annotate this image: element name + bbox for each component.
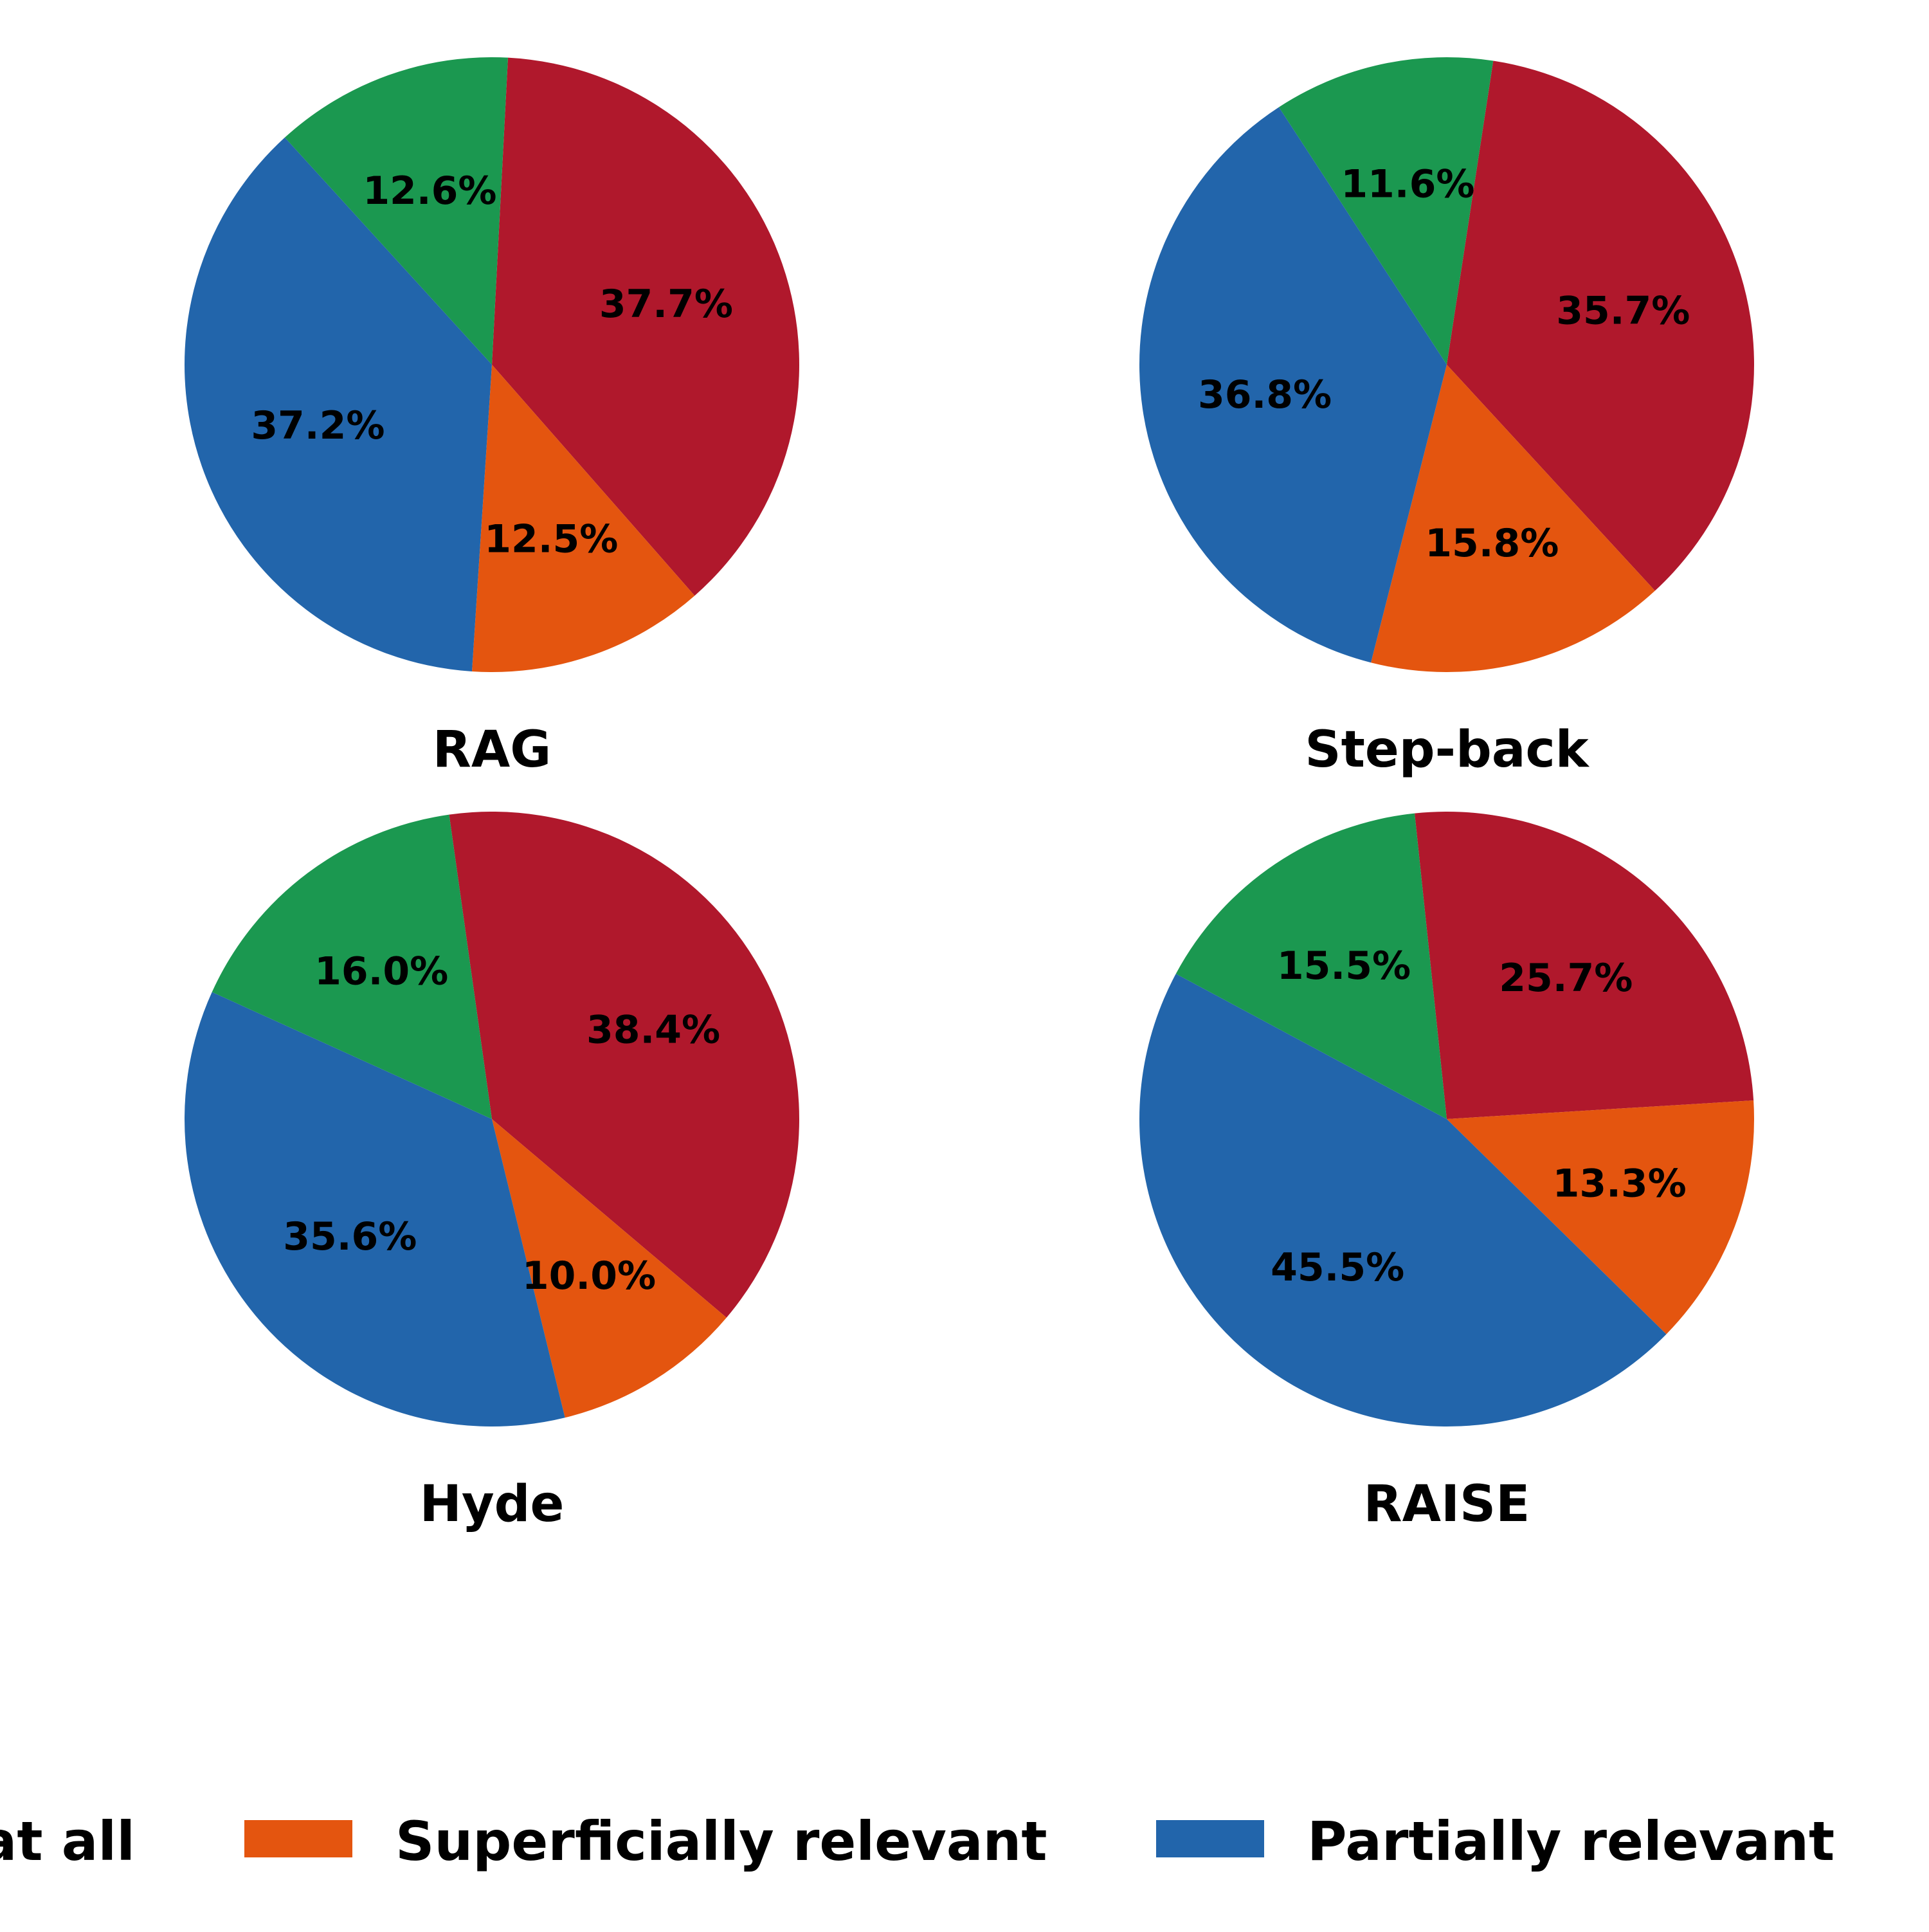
pie-slice-raise-2 [1139,974,1667,1427]
pie-slice-label-raise-0: 25.7% [1499,956,1633,1001]
pie-chart-hyde: 38.4% 10.0% 35.6% 16.0% Hyde [184,811,799,1533]
pie-chart-rag: 37.7% 12.5% 37.2% 12.6% RAG [184,57,799,779]
pie-slice-label-step-back-0: 35.7% [1556,288,1690,333]
pie-slice-hyde-3 [212,814,492,1119]
pie-slice-label-hyde-0: 38.4% [586,1008,720,1053]
legend-label-partially-relevant: Partially relevant [1307,1810,1834,1873]
pie-slice-rag-1 [471,365,695,672]
pie-slice-raise-3 [1175,813,1447,1119]
legend-swatch-superficially-relevant [244,1820,352,1857]
pie-slice-label-hyde-2: 35.6% [283,1214,417,1259]
pie-slice-step-back-1 [1371,365,1655,672]
pie-slice-label-rag-3: 12.6% [363,169,496,214]
pie-title-rag: RAG [433,721,551,779]
pie-slice-rag-0 [492,57,799,596]
pie-slice-label-raise-3: 15.5% [1277,943,1411,989]
pie-title-hyde: Hyde [420,1475,565,1533]
legend-swatch-partially-relevant [1156,1820,1264,1857]
pie-slice-step-back-0 [1447,60,1754,591]
pie-slice-label-step-back-3: 11.6% [1341,162,1474,207]
pie-slice-hyde-2 [184,992,565,1426]
pie-slice-raise-0 [1415,812,1754,1119]
pie-slice-label-rag-0: 37.7% [599,282,733,327]
legend: at all Superficially relevant Partially … [0,1810,1834,1873]
pie-title-step-back: Step-back [1305,721,1589,779]
legend-label-superficially-relevant: Superficially relevant [395,1810,1047,1873]
pie-slice-step-back-2 [1139,107,1447,663]
pie-slice-hyde-1 [492,1119,727,1418]
pie-slice-rag-2 [184,137,492,671]
pie-slice-label-step-back-2: 36.8% [1198,372,1332,417]
legend-label-not-relevant-at-all: at all [0,1810,135,1873]
pie-slice-label-rag-2: 37.2% [251,403,385,448]
pie-slice-raise-1 [1447,1100,1755,1335]
pie-slice-label-step-back-1: 15.8% [1425,521,1559,566]
pie-slice-rag-3 [284,57,509,365]
pie-slice-label-raise-1: 13.3% [1553,1161,1687,1206]
pie-slice-step-back-3 [1278,57,1494,365]
pie-title-raise: RAISE [1364,1475,1530,1533]
pie-chart-raise: 25.7% 13.3% 45.5% 15.5% RAISE [1139,812,1755,1533]
pie-slice-label-raise-2: 45.5% [1271,1245,1404,1290]
pie-slice-hyde-0 [449,811,799,1318]
pie-chart-step-back: 35.7% 15.8% 36.8% 11.6% Step-back [1139,57,1754,779]
pie-slice-label-rag-1: 12.5% [484,517,618,562]
pie-slice-label-hyde-1: 10.0% [522,1253,656,1299]
pie-slice-label-hyde-3: 16.0% [314,949,448,994]
pie-charts: 37.7% 12.5% 37.2% 12.6% RAG 35.7% 15.8% 36.8% 11… [184,57,1755,1533]
